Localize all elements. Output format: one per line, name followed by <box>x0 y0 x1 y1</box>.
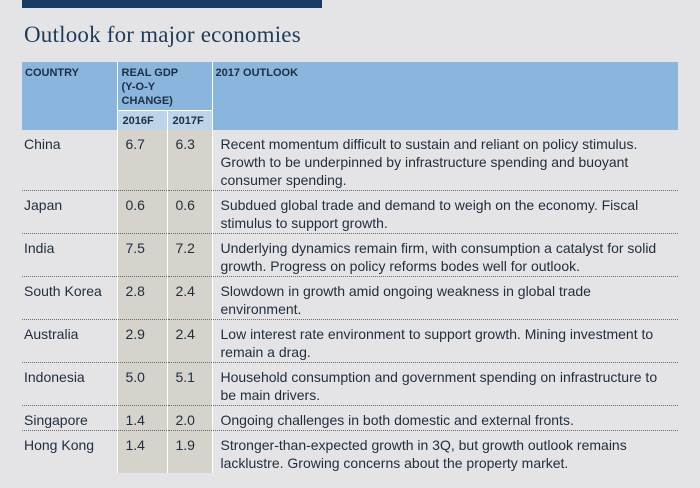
gdp-2016-cell: 6.7 <box>116 130 167 191</box>
outlook-cell: Recent momentum difficult to sustain and… <box>212 130 678 191</box>
gdp-2016-cell: 0.6 <box>116 190 167 234</box>
gdp-2017-cell: 2.4 <box>166 276 213 320</box>
top-accent-bar <box>22 0 322 8</box>
outlook-cell: Slowdown in growth amid ongoing weakness… <box>212 276 678 320</box>
header-year-2017: 2017F <box>166 110 212 130</box>
gdp-2016-cell: 5.0 <box>116 362 167 406</box>
outlook-cell: Household consumption and government spe… <box>212 362 678 406</box>
gdp-2016-cell: 1.4 <box>116 405 167 431</box>
table-row: Hong Kong 1.4 1.9 Stronger-than-expected… <box>22 430 678 473</box>
country-cell: Indonesia <box>22 362 117 406</box>
country-cell: India <box>22 233 117 277</box>
gdp-2017-cell: 1.9 <box>166 430 213 473</box>
gdp-2017-cell: 7.2 <box>166 233 213 277</box>
country-cell: South Korea <box>22 276 117 320</box>
header-outlook: 2017 OUTLOOK <box>211 62 678 130</box>
table-row: Japan 0.6 0.6 Subdued global trade and d… <box>22 190 678 234</box>
country-cell: Singapore <box>22 405 117 431</box>
header-gdp-line2: (Y-O-Y CHANGE) <box>121 81 173 107</box>
country-cell: Japan <box>22 190 117 234</box>
table-row: China 6.7 6.3 Recent momentum difficult … <box>22 130 678 191</box>
outlook-cell: Low interest rate environment to support… <box>212 319 678 363</box>
header-year-2016: 2016F <box>116 110 167 130</box>
header-gdp-line1: REAL GDP <box>121 67 179 79</box>
outlook-cell: Stronger-than-expected growth in 3Q, but… <box>220 437 627 471</box>
outlook-cell: Subdued global trade and demand to weigh… <box>212 190 678 234</box>
gdp-2017-cell: 5.1 <box>166 362 213 406</box>
page-title: Outlook for major economies <box>24 22 301 47</box>
gdp-2017-cell: 2.4 <box>166 319 213 363</box>
gdp-2017-cell: 2.0 <box>166 405 213 431</box>
gdp-2017-cell: 0.6 <box>166 190 213 234</box>
table-row: Australia 2.9 2.4 Low interest rate envi… <box>22 319 678 363</box>
outlook-cell: Ongoing challenges in both domestic and … <box>212 405 678 431</box>
header-real-gdp: REAL GDP (Y-O-Y CHANGE) <box>116 62 212 111</box>
economies-outlook-table: COUNTRY REAL GDP (Y-O-Y CHANGE) 2017 OUT… <box>22 62 678 473</box>
gdp-2017-cell: 6.3 <box>166 130 213 191</box>
table-row: Indonesia 5.0 5.1 Household consumption … <box>22 362 678 406</box>
country-cell: Australia <box>22 319 117 363</box>
table-row: South Korea 2.8 2.4 Slowdown in growth a… <box>22 276 678 320</box>
gdp-2016-cell: 1.4 <box>116 430 167 473</box>
header-country: COUNTRY <box>22 62 117 130</box>
table-row: Singapore 1.4 2.0 Ongoing challenges in … <box>22 405 678 431</box>
table-row: India 7.5 7.2 Underlying dynamics remain… <box>22 233 678 277</box>
gdp-2016-cell: 2.8 <box>116 276 167 320</box>
gdp-2016-cell: 7.5 <box>116 233 167 277</box>
outlook-cell: Underlying dynamics remain firm, with co… <box>212 233 678 277</box>
country-cell: Hong Kong <box>24 437 95 453</box>
gdp-2016-cell: 2.9 <box>116 319 167 363</box>
country-cell: China <box>22 130 117 191</box>
